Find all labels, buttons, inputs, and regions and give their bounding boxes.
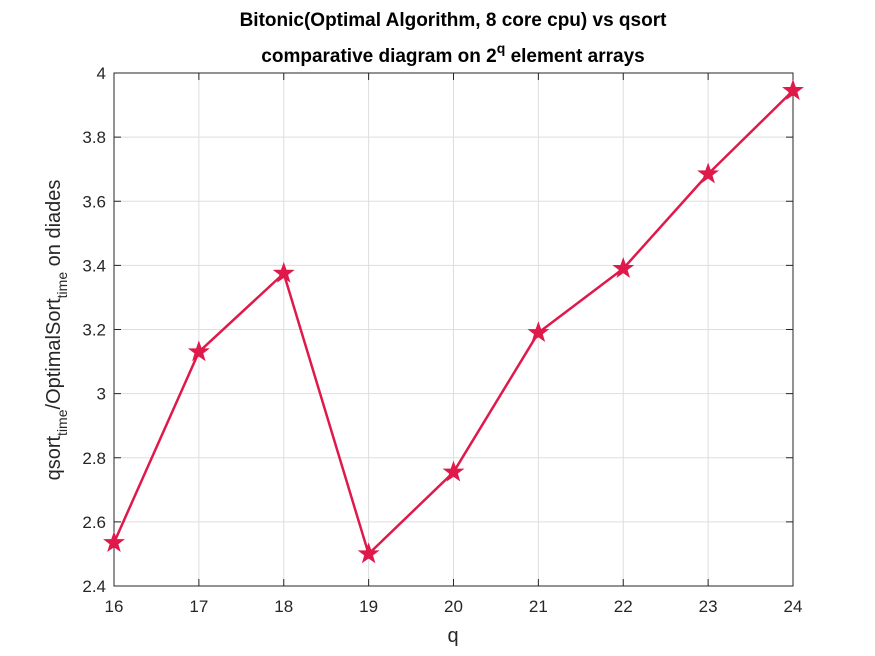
x-tick-label: 24 [784,597,803,616]
y-tick-label: 4 [97,64,106,83]
y-tick-label: 3.8 [82,128,106,147]
tick-labels: 16 17 18 19 20 21 22 23 24 2.4 2.6 2.8 3 3.2 3.4 3.6 3.8… [82,64,802,616]
y-label-part-a-sub: time [54,409,70,436]
chart-title-line2: comparative diagram on 2q element arrays [261,40,644,67]
data-point-star [272,261,295,283]
y-tick-label: 2.8 [82,449,106,468]
title-line2-prefix: comparative diagram on 2 [261,46,496,67]
data-point-star [697,162,720,184]
data-point-star [527,321,550,343]
x-axis-label: q [447,625,458,647]
y-tick-label: 3.4 [82,256,106,275]
y-tick-label: 3 [97,385,106,404]
x-tick-label: 17 [189,597,208,616]
data-point-star [782,79,804,100]
y-label-part-c: on diades [43,180,65,272]
y-label-part-b-sub: time [54,272,70,299]
x-tick-label: 19 [359,597,378,616]
y-label-part-b: /OptimalSort [43,298,65,410]
y-tick-label: 3.2 [82,321,106,340]
y-tick-label: 2.6 [82,513,106,532]
data-point-star [103,531,125,553]
x-tick-label: 18 [274,597,293,616]
y-axis-label: qsorttime/OptimalSorttime on diades [43,180,70,481]
data-point-star [357,542,380,564]
chart-title-line1: Bitonic(Optimal Algorithm, 8 core cpu) v… [240,10,668,31]
grid [113,72,794,587]
x-tick-label: 23 [699,597,718,616]
y-tick-label: 2.4 [82,577,106,596]
data-point-star [187,340,210,362]
title-line2-suffix: element arrays [505,46,644,67]
x-tick-label: 21 [529,597,548,616]
y-label-part-a: qsort [43,436,65,481]
series [103,79,804,564]
x-tick-label: 20 [444,597,463,616]
data-point-star [612,257,635,278]
x-tick-label: 22 [614,597,633,616]
data-point-star [442,460,465,482]
y-tick-label: 3.6 [82,192,106,211]
title-line2-superscript: q [497,40,506,56]
x-tick-label: 16 [105,597,124,616]
